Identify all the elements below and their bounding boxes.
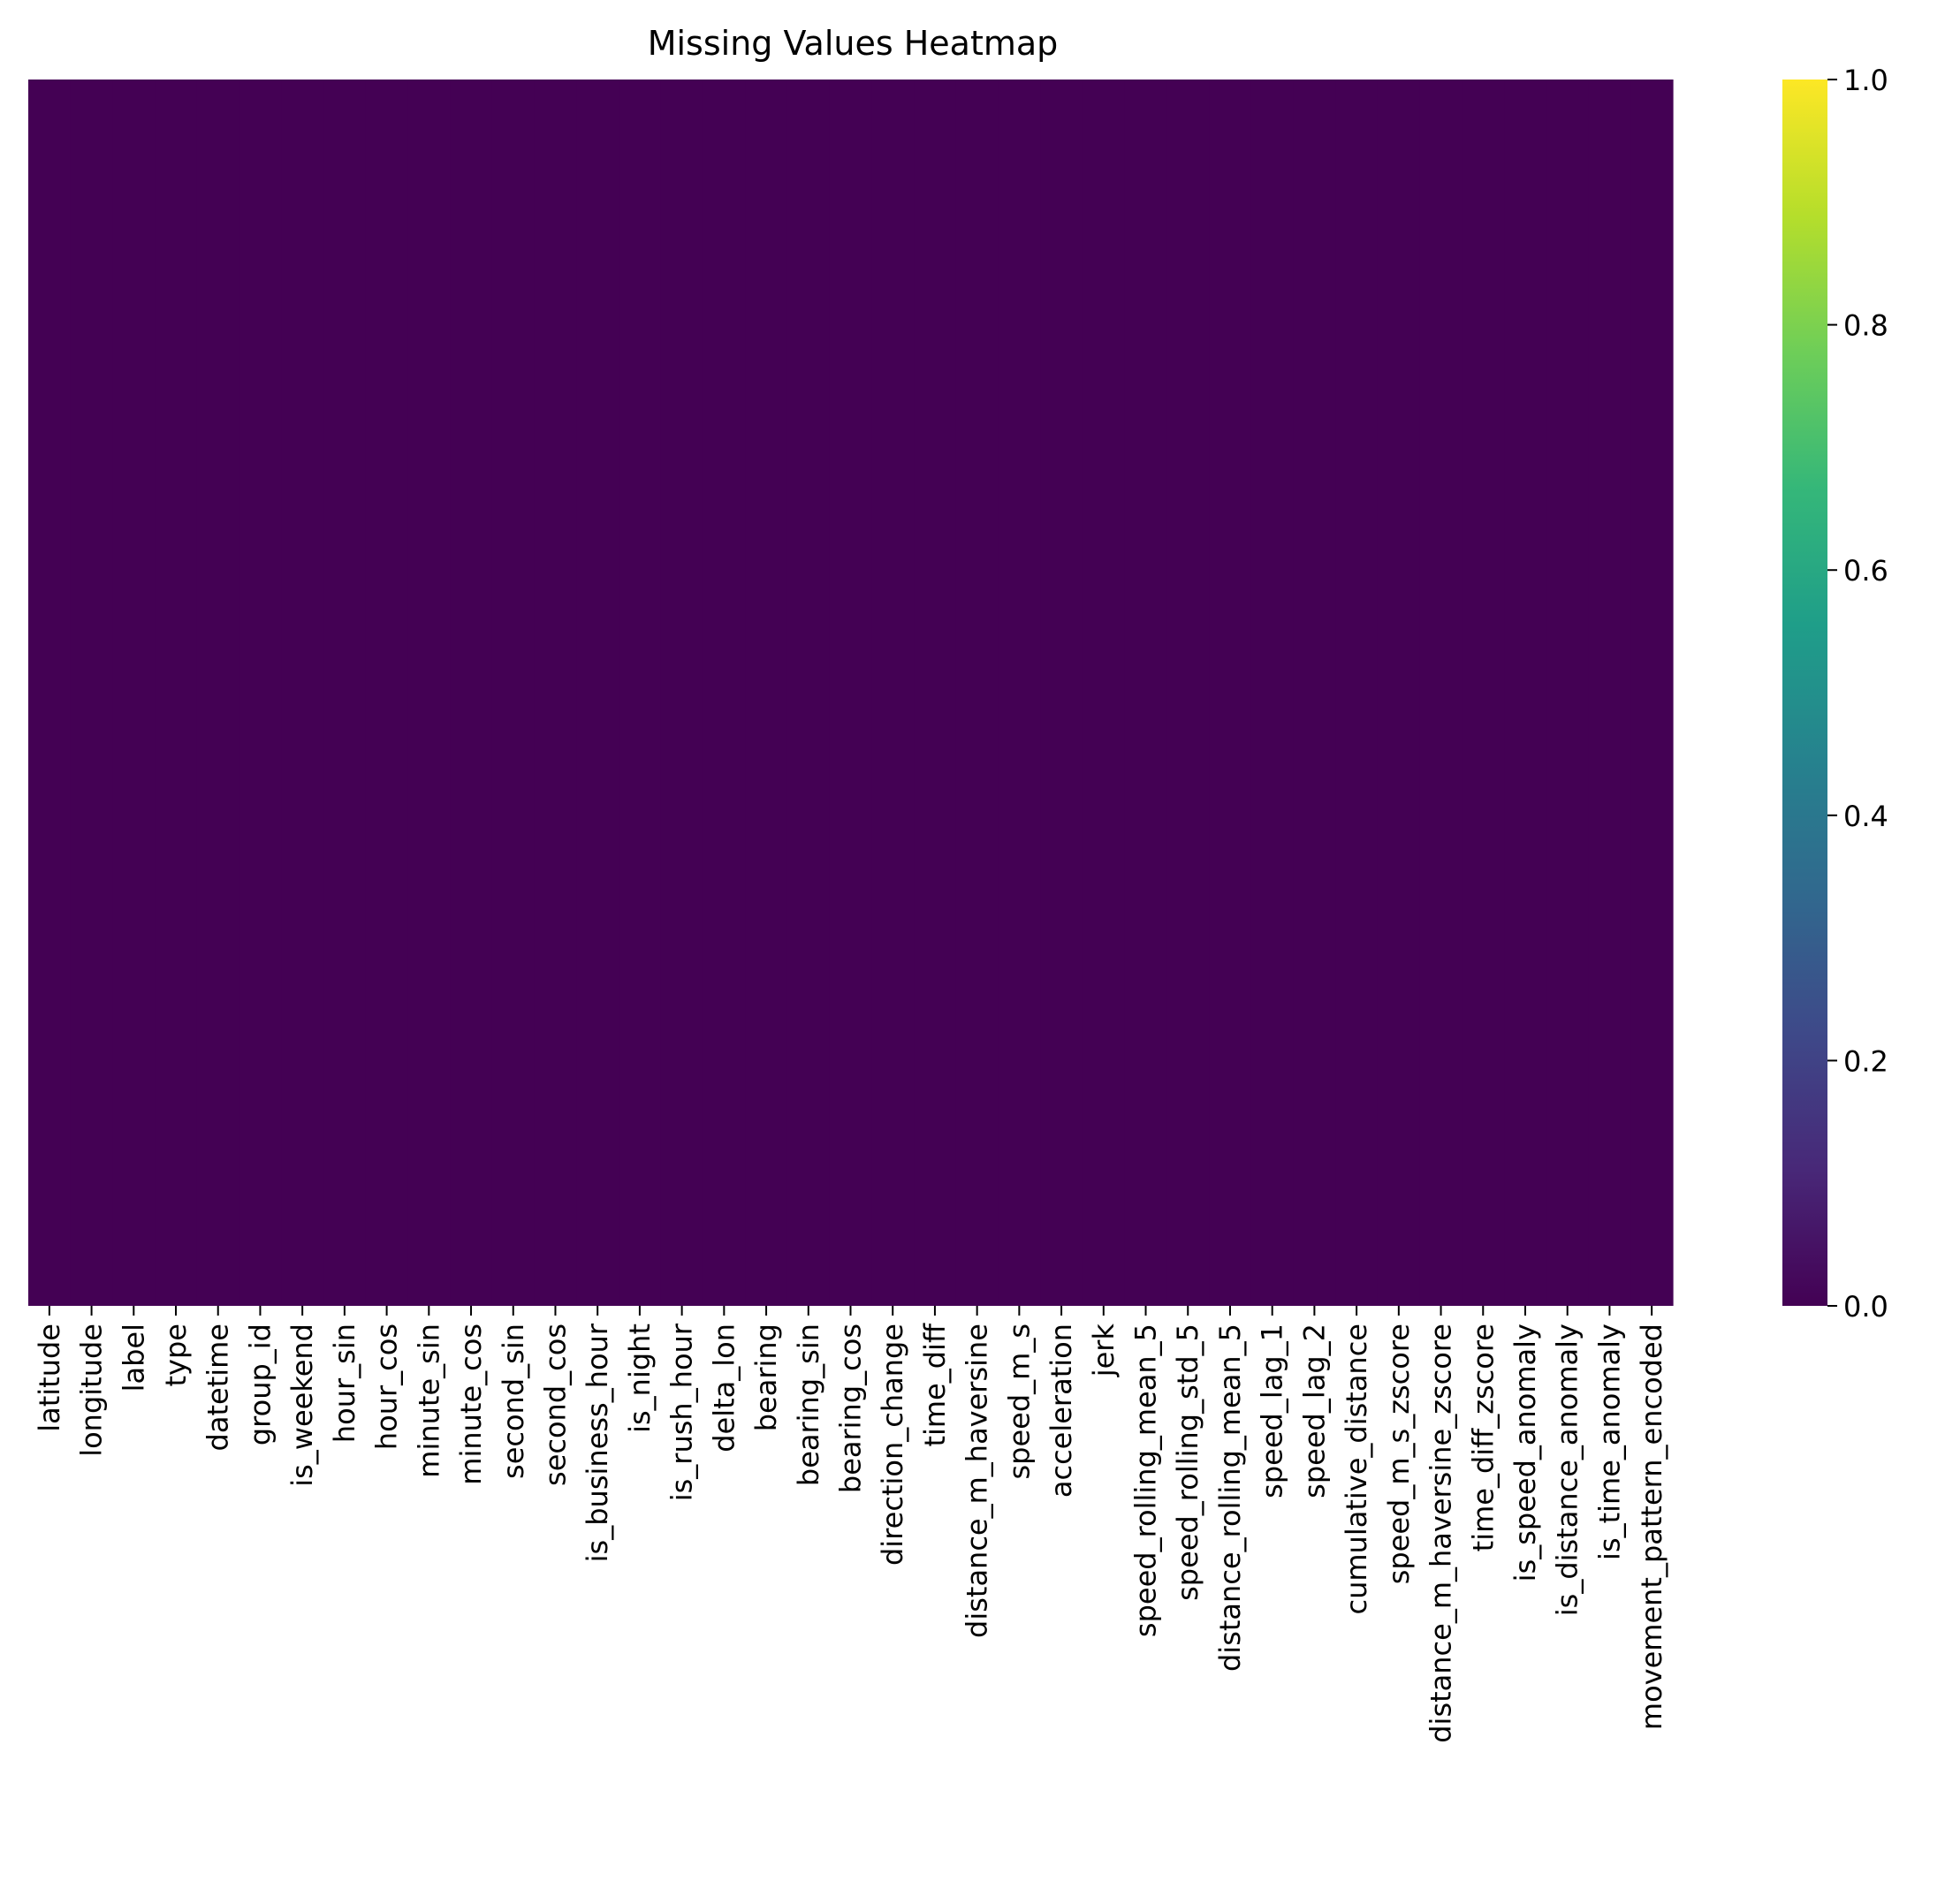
x-tick-label: distance_m_haversine <box>961 1324 994 1638</box>
heatmap-cell-bearing_sin <box>786 80 831 1306</box>
chart-title: Missing Values Heatmap <box>648 24 1059 63</box>
colorbar-tick-label: 1.0 <box>1843 64 1888 97</box>
heatmap-cell-second_sin <box>491 80 536 1306</box>
colorbar-tick-label: 0.6 <box>1843 554 1888 588</box>
heatmap-cell-speed_rolling_mean_5 <box>1124 80 1167 1306</box>
x-tick-label: distance_rolling_mean_5 <box>1213 1324 1247 1672</box>
heatmap-cell-speed_m_s_zscore <box>1377 80 1421 1306</box>
x-tick-label: latitude <box>33 1324 66 1432</box>
x-tick-label: type <box>159 1324 193 1386</box>
x-tick-label: hour_cos <box>370 1324 404 1450</box>
x-axis-ticks: latitude longitude label type datetime group_… <box>33 1306 1668 1743</box>
x-tick-label: is_business_hour <box>581 1323 614 1562</box>
heatmap-cell-is_business_hour <box>576 80 619 1306</box>
x-tick-label: speed_m_s_zscore <box>1382 1324 1416 1584</box>
x-tick-label: speed_rolling_std_5 <box>1171 1324 1204 1601</box>
heatmap-cell-time_diff_zscore <box>1462 80 1505 1306</box>
x-tick-label: longitude <box>75 1324 109 1457</box>
heatmap-cell-movement_pattern_encoded <box>1630 80 1674 1306</box>
heatmap-cell-acceleration <box>1040 80 1083 1306</box>
x-tick-label: is_distance_anomaly <box>1551 1324 1584 1616</box>
x-tick-label: direction_change <box>876 1324 909 1566</box>
x-tick-label: second_cos <box>538 1324 572 1486</box>
x-tick-label: hour_sin <box>328 1324 361 1443</box>
heatmap-plot-area <box>28 80 1674 1306</box>
x-tick-label: distance_m_haversine_zscore <box>1425 1324 1458 1743</box>
x-tick-label: bearing_cos <box>834 1324 868 1493</box>
colorbar-gradient <box>1782 80 1827 1306</box>
heatmap-cell-is_night <box>619 80 662 1306</box>
heatmap-cell-hour_cos <box>365 80 409 1306</box>
heatmap-cell-datetime <box>196 80 240 1306</box>
x-tick-label: speed_lag_1 <box>1256 1324 1289 1498</box>
x-tick-label: movement_pattern_encoded <box>1635 1324 1668 1730</box>
heatmap-cell-delta_lon <box>703 80 746 1306</box>
heatmap-cell-jerk <box>1082 80 1126 1306</box>
heatmap-cell-group_id <box>239 80 282 1306</box>
heatmap-cell-latitude <box>28 80 72 1306</box>
heatmap-cell-minute_cos <box>450 80 493 1306</box>
heatmap-cell-type <box>155 80 198 1306</box>
heatmap-cell-is_speed_anomaly <box>1504 80 1547 1306</box>
heatmap-cell-cumulative_distance <box>1335 80 1379 1306</box>
x-tick-label: is_night <box>623 1324 657 1433</box>
heatmap-cell-direction_change <box>871 80 915 1306</box>
x-tick-label: is_weekend <box>285 1324 319 1487</box>
heatmap-cell-speed_lag_2 <box>1293 80 1336 1306</box>
heatmap-cell-speed_m_s <box>998 80 1041 1306</box>
x-tick-label: time_diff <box>918 1323 952 1447</box>
heatmap-cell-hour_sin <box>323 80 367 1306</box>
x-tick-label: minute_cos <box>454 1324 488 1485</box>
x-tick-label: bearing <box>749 1324 783 1431</box>
heatmap-cell-speed_rolling_std_5 <box>1166 80 1210 1306</box>
colorbar-tick-label: 0.4 <box>1843 800 1888 833</box>
heatmap-cell-distance_m_haversine <box>955 80 999 1306</box>
heatmap-cell-longitude <box>70 80 114 1306</box>
heatmap-cell-is_weekend <box>281 80 324 1306</box>
x-tick-label: speed_rolling_mean_5 <box>1129 1324 1163 1637</box>
x-tick-label: delta_lon <box>707 1324 741 1453</box>
heatmap-cell-speed_lag_1 <box>1250 80 1295 1306</box>
x-tick-label: label <box>117 1324 150 1392</box>
heatmap-cell-is_time_anomaly <box>1588 80 1631 1306</box>
heatmap-cell-is_distance_anomaly <box>1546 80 1590 1306</box>
heatmap-cell-distance_rolling_mean_5 <box>1209 80 1252 1306</box>
colorbar-tick-label: 0.2 <box>1843 1044 1888 1078</box>
heatmap-cell-bearing <box>745 80 788 1306</box>
x-tick-label: datetime <box>201 1324 235 1451</box>
heatmap-cell-is_rush_hour <box>660 80 704 1306</box>
heatmap-cell-minute_sin <box>407 80 451 1306</box>
x-tick-label: speed_m_s <box>1002 1324 1036 1480</box>
x-tick-label: is_speed_anomaly <box>1508 1324 1542 1582</box>
heatmap-cell-time_diff <box>914 80 957 1306</box>
x-tick-label: minute_sin <box>412 1324 445 1478</box>
x-tick-label: is_rush_hour <box>665 1323 699 1501</box>
x-tick-label: bearing_sin <box>792 1324 825 1486</box>
x-tick-label: jerk <box>1087 1324 1121 1378</box>
colorbar: 0.0 0.2 0.4 0.6 0.8 1.0 <box>1782 64 1888 1324</box>
heatmap-cell-distance_m_haversine_zscore <box>1419 80 1463 1306</box>
heatmap-cell-label <box>112 80 156 1306</box>
x-tick-label: group_id <box>243 1324 277 1445</box>
colorbar-tick-label: 0.0 <box>1843 1290 1888 1324</box>
x-tick-label: cumulative_distance <box>1340 1324 1373 1614</box>
colorbar-tick-label: 0.8 <box>1843 309 1888 343</box>
x-tick-label: is_time_anomaly <box>1592 1324 1626 1560</box>
heatmap-cell-bearing_cos <box>829 80 872 1306</box>
x-tick-label: speed_lag_2 <box>1297 1324 1331 1498</box>
heatmap-cell-second_cos <box>534 80 577 1306</box>
x-tick-label: time_diff_zscore <box>1466 1324 1500 1551</box>
x-tick-label: acceleration <box>1045 1324 1078 1498</box>
x-tick-label: second_sin <box>497 1324 530 1479</box>
